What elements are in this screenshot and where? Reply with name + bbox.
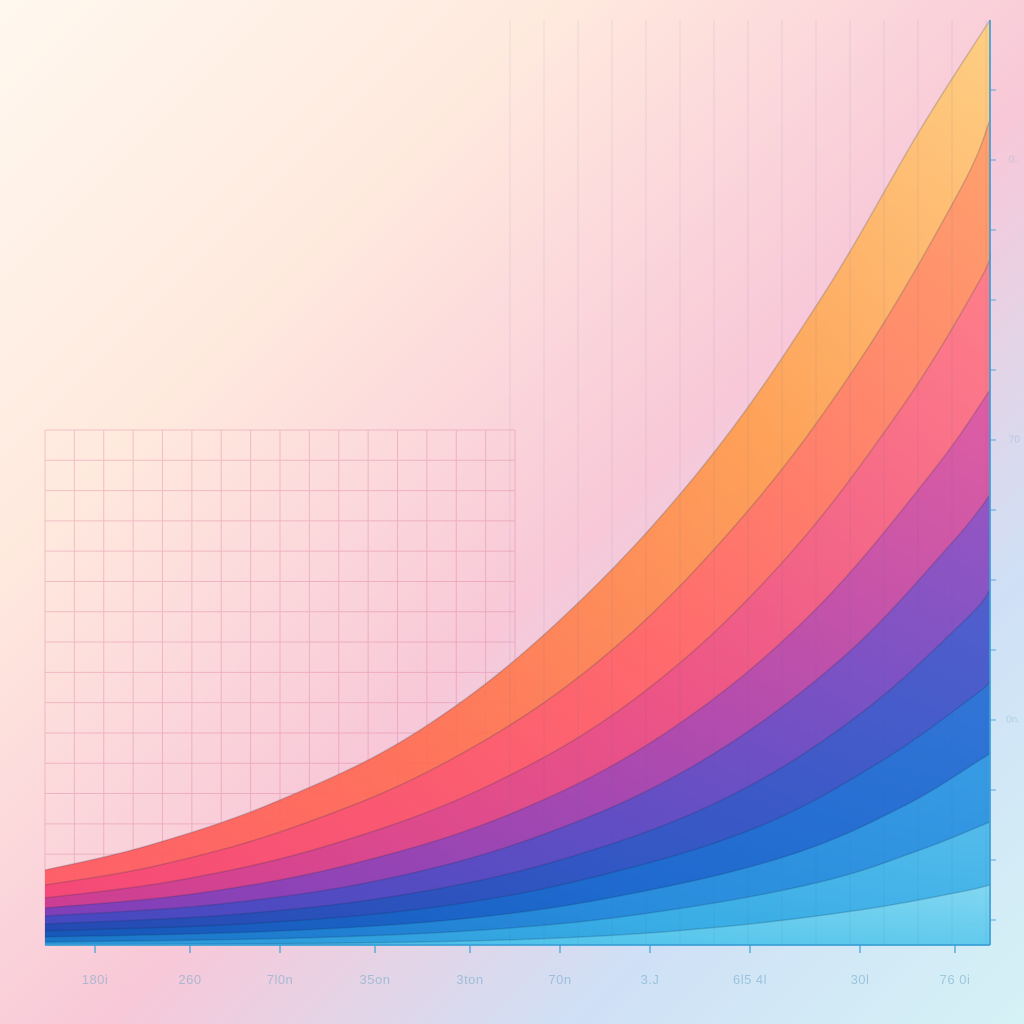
x-axis-label: 35on — [360, 972, 391, 987]
x-axis-label: 3ton — [456, 972, 483, 987]
x-axis-label: 30l — [851, 972, 870, 987]
x-axis-label: 7l0n — [267, 972, 294, 987]
x-axis-label: 70n — [548, 972, 571, 987]
x-axis-label: 260 — [178, 972, 201, 987]
x-axis-label: 6l5 4l — [733, 972, 767, 987]
chart-stage: 180i 260 7l0n 35on 3ton 70n 3.J 6l5 4l 30l 76 0i 0… — [0, 0, 1024, 1024]
x-axis-label: 76 0i — [940, 972, 971, 987]
y-axis-label: 0n. — [1006, 715, 1020, 726]
x-axis-label: 3.J — [641, 972, 660, 987]
y-axis-label: 70 — [1009, 435, 1020, 446]
chart-svg — [0, 0, 1024, 1024]
y-axis-label: 0.. — [1009, 155, 1020, 166]
x-axis-label: 180i — [82, 972, 109, 987]
